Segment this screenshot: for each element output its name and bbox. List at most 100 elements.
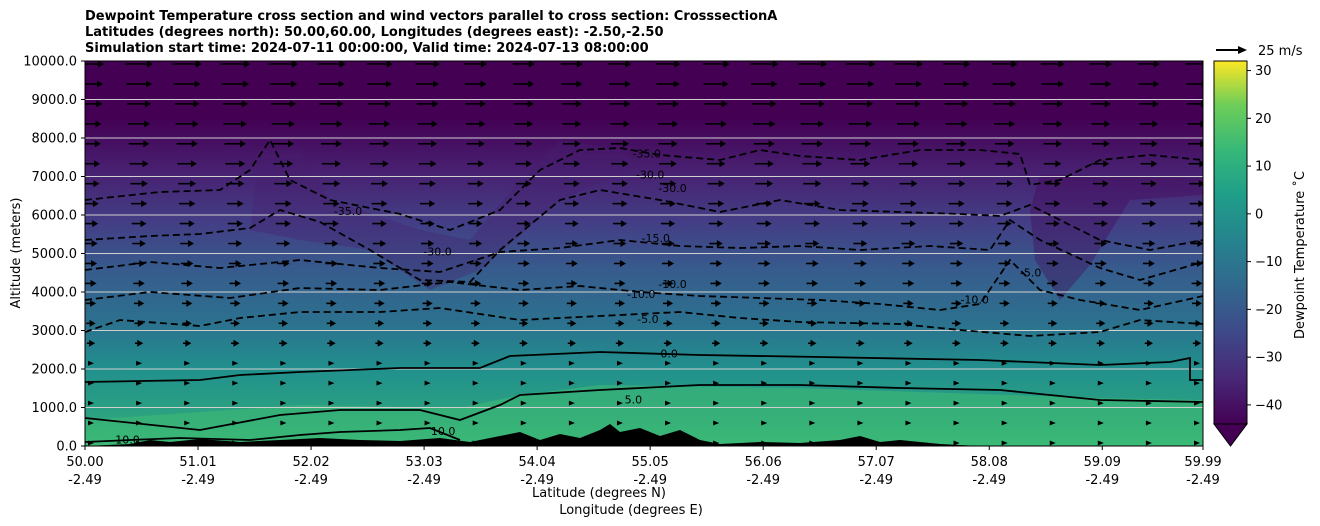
wind-arrow-head — [1106, 61, 1113, 68]
wind-arrow-head — [476, 220, 483, 228]
wind-arrow-head — [138, 279, 145, 287]
wind-arrow-head — [142, 160, 149, 168]
wind-arrow-head — [1097, 360, 1104, 366]
wind-arrow-head — [912, 160, 919, 168]
wind-arrow-head — [818, 100, 825, 108]
wind-arrow-head — [1049, 440, 1056, 446]
wind-arrow-head — [861, 240, 868, 248]
wind-arrow-head — [284, 240, 291, 248]
wind-arrow-head — [718, 200, 725, 208]
wind-arrow-head — [89, 339, 96, 347]
wind-arrow-head — [141, 200, 148, 208]
wind-arrow-head — [190, 160, 197, 168]
wind-arrow-head — [573, 180, 580, 188]
wind-arrow-head — [1049, 420, 1056, 426]
wind-arrow-head — [1001, 400, 1008, 406]
wind-arrow-head — [1100, 279, 1107, 287]
wind-arrow-head — [1148, 279, 1155, 287]
wind-arrow-head — [770, 100, 777, 108]
wind-arrow-head — [1001, 360, 1008, 366]
wind-arrow-head — [1145, 400, 1152, 406]
x-tick-longitude: -2.49 — [520, 473, 554, 488]
contour-label: -15.0 — [642, 232, 670, 245]
wind-arrow-head — [520, 420, 527, 426]
wind-arrow-head — [527, 100, 534, 108]
wind-arrow-head — [713, 360, 720, 366]
wind-arrow-head — [722, 80, 729, 88]
wind-arrow-head — [1198, 200, 1203, 208]
contour-label: 5.0 — [625, 394, 643, 407]
wind-arrow-head — [424, 380, 431, 386]
wind-arrow-head — [1150, 180, 1157, 188]
wind-arrow-head — [768, 140, 775, 148]
chart-title: Dewpoint Temperature cross section and w… — [85, 9, 777, 57]
wind-arrow-head — [190, 180, 197, 188]
wind-arrow-head — [98, 61, 104, 68]
wind-arrow-head — [717, 220, 724, 228]
x-tick-longitude: -2.49 — [859, 473, 893, 488]
wind-arrow-head — [908, 259, 915, 267]
wind-arrow-head — [1147, 299, 1154, 307]
colorbar: 30 20 10 0 −10 −20 −30 −40 Dewpoint Temperature… — [1213, 60, 1308, 447]
wind-arrow-head — [713, 400, 720, 406]
wind-arrow-head — [280, 360, 287, 366]
wind-arrow-head — [424, 360, 431, 366]
wind-arrow-head — [378, 299, 385, 307]
wind-arrow-head — [184, 420, 191, 426]
wind-arrow-head — [1001, 420, 1008, 426]
wind-arrow-head — [959, 160, 966, 168]
contour-minus-35 — [85, 138, 1203, 231]
x-tick-latitude: 58.08 — [971, 455, 1008, 470]
wind-arrow-head — [621, 180, 628, 188]
wind-arrow-head — [666, 319, 673, 327]
wind-arrow-head — [623, 140, 630, 148]
wind-arrow-head — [1196, 299, 1203, 307]
wind-arrow-head — [811, 299, 818, 307]
wind-arrow-head — [673, 80, 680, 88]
wind-arrow-head — [382, 180, 389, 188]
wind-arrow-head — [953, 360, 960, 366]
wind-arrow-head — [429, 200, 436, 208]
contour-label: -10.0 — [627, 288, 655, 301]
wind-arrow-head — [620, 220, 627, 228]
wind-arrow-head — [522, 299, 529, 307]
wind-arrow-head — [910, 220, 917, 228]
wind-arrow-head — [915, 80, 922, 88]
wind-arrow-head — [474, 319, 481, 327]
wind-arrow-head — [767, 180, 774, 188]
wind-arrow-head — [665, 360, 672, 366]
wind-arrow-head — [526, 140, 533, 148]
wind-arrow-head — [97, 80, 104, 88]
wind-arrow-head — [771, 80, 778, 88]
wind-arrow-head — [1194, 360, 1200, 366]
wind-arrow-head — [618, 319, 625, 327]
wind-arrow-head — [618, 339, 625, 347]
wind-arrow-head — [380, 240, 387, 248]
wind-arrow-head — [1005, 240, 1012, 248]
wind-arrow-head — [814, 200, 821, 208]
wind-arrow-head — [568, 380, 575, 386]
wind-arrow-head — [766, 200, 773, 208]
wind-arrow-head — [527, 120, 534, 128]
wind-arrow-head — [88, 420, 94, 426]
wind-arrow-head — [1001, 380, 1008, 386]
wind-arrow-head — [478, 160, 485, 168]
wind-arrow-head — [384, 120, 391, 128]
wind-arrow-head — [665, 380, 672, 386]
wind-arrow-head — [433, 61, 440, 68]
wind-arrow-head — [963, 80, 970, 88]
wind-arrow-head — [953, 400, 960, 406]
contour-minus-15 — [85, 218, 1203, 281]
wind-arrow-head — [137, 319, 144, 327]
x-tick-longitude: -2.49 — [746, 473, 780, 488]
x-tick-latitude: 51.01 — [179, 455, 216, 470]
wind-arrow-head — [474, 299, 481, 307]
wind-arrow-head — [286, 180, 293, 188]
x-tick-longitude: -2.49 — [1085, 473, 1119, 488]
wind-arrow-head — [475, 259, 482, 267]
wind-arrow-head — [520, 400, 527, 406]
wind-arrow-head — [955, 299, 962, 307]
wind-arrow-head — [136, 400, 143, 406]
contours — [85, 138, 1203, 443]
wind-arrow-head — [528, 61, 535, 68]
